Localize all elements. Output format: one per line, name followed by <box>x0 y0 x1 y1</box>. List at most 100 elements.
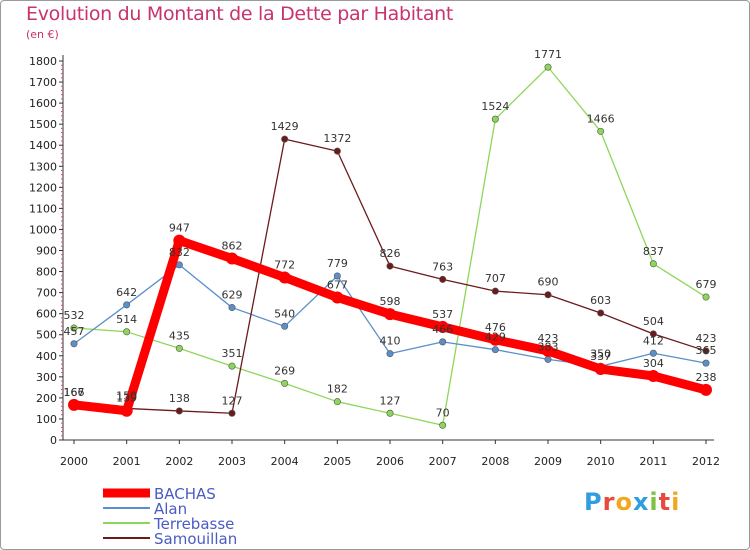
data-label: 690 <box>538 276 559 289</box>
data-point <box>228 409 236 417</box>
y-tick-label: 800 <box>36 266 57 279</box>
data-label: 763 <box>432 260 453 273</box>
data-point <box>333 147 341 155</box>
data-point <box>491 346 499 354</box>
data-point <box>123 301 131 309</box>
proxiti-logo: Proxiti <box>584 488 680 516</box>
data-label: 832 <box>169 246 190 259</box>
data-point <box>226 252 238 265</box>
y-tick-label: 1000 <box>29 223 57 236</box>
data-point <box>649 330 657 338</box>
data-label: 70 <box>436 406 450 419</box>
data-label: 466 <box>432 323 453 336</box>
data-point <box>544 355 552 363</box>
data-label: 423 <box>538 332 559 345</box>
data-point <box>278 271 291 284</box>
data-point <box>542 344 554 357</box>
x-tick-label: 2011 <box>639 455 667 468</box>
data-label: 603 <box>590 294 611 307</box>
data-label: 182 <box>327 383 348 396</box>
legend-label: Samouillan <box>154 530 237 548</box>
x-tick-label: 2005 <box>323 455 351 468</box>
data-point <box>281 135 289 143</box>
x-tick-label: 2004 <box>271 455 299 468</box>
data-label: 304 <box>643 357 664 370</box>
data-label: 150 <box>116 389 137 402</box>
x-tick-label: 2001 <box>113 455 141 468</box>
legend-label: Alan <box>154 500 187 518</box>
data-point <box>175 344 183 352</box>
y-tick-label: 900 <box>36 245 57 258</box>
data-point <box>120 404 133 417</box>
data-label: 1429 <box>271 120 299 133</box>
x-tick-label: 2009 <box>534 455 562 468</box>
y-tick-label: 1800 <box>29 55 57 68</box>
data-point <box>436 320 449 333</box>
data-point <box>439 338 447 346</box>
x-tick-label: 2008 <box>481 455 509 468</box>
data-point <box>439 421 447 429</box>
data-labels: 532 514 435 351 269 182 127 70 1524 1771 1466 837 67… <box>64 48 717 419</box>
y-tick-label: 500 <box>36 329 57 342</box>
x-tick-label: 2003 <box>218 455 246 468</box>
x-tick-label: 2007 <box>429 455 457 468</box>
data-point <box>384 308 396 321</box>
logo-letter: t <box>658 488 672 516</box>
data-point <box>68 398 80 411</box>
logo-letter: P <box>584 488 603 516</box>
data-point <box>702 359 710 367</box>
series-lines <box>68 63 712 429</box>
data-label: 947 <box>169 222 190 235</box>
chart-title: Evolution du Montant de la Dette par Hab… <box>26 3 454 25</box>
data-label: 514 <box>116 313 137 326</box>
logo-letter: x <box>632 488 650 516</box>
data-point <box>333 272 341 280</box>
data-point <box>702 293 710 301</box>
data-label: 429 <box>485 331 506 344</box>
y-tick-label: 1500 <box>29 118 57 131</box>
data-point <box>439 275 447 283</box>
data-label: 350 <box>590 347 611 360</box>
y-tick-label: 400 <box>36 350 57 363</box>
x-tick-label: 2010 <box>587 455 615 468</box>
y-tick-label: 1400 <box>29 139 57 152</box>
data-point <box>333 398 341 406</box>
y-tick-label: 1200 <box>29 181 57 194</box>
data-label: 862 <box>222 240 243 253</box>
data-label: 423 <box>696 332 717 345</box>
data-label: 1372 <box>323 132 351 145</box>
data-point <box>491 287 499 295</box>
data-label: 707 <box>485 272 506 285</box>
data-label: 351 <box>222 347 243 360</box>
y-tick-label: 1600 <box>29 97 57 110</box>
data-point <box>173 234 186 247</box>
data-point <box>386 409 394 417</box>
data-point <box>702 347 710 355</box>
data-point <box>700 383 712 396</box>
logo-letter: r <box>602 488 616 516</box>
data-point <box>281 379 289 387</box>
y-tick-label: 700 <box>36 287 57 300</box>
data-label: 1524 <box>481 100 509 113</box>
y-tick-label: 0 <box>50 434 57 447</box>
data-point <box>597 127 605 135</box>
data-point <box>649 349 657 357</box>
legend-label: BACHAS <box>154 485 216 503</box>
data-point <box>544 63 552 71</box>
data-label: 532 <box>64 309 85 322</box>
data-label: 779 <box>327 257 348 270</box>
data-label: 166 <box>64 386 85 399</box>
data-label: 598 <box>380 295 401 308</box>
data-point <box>175 407 183 415</box>
x-tick-label: 2012 <box>692 455 720 468</box>
data-label: 269 <box>274 364 295 377</box>
data-label: 629 <box>222 289 243 302</box>
data-point <box>386 262 394 270</box>
data-label: 642 <box>116 286 137 299</box>
data-point <box>647 369 660 382</box>
data-point <box>594 363 607 376</box>
data-label: 435 <box>169 329 190 342</box>
